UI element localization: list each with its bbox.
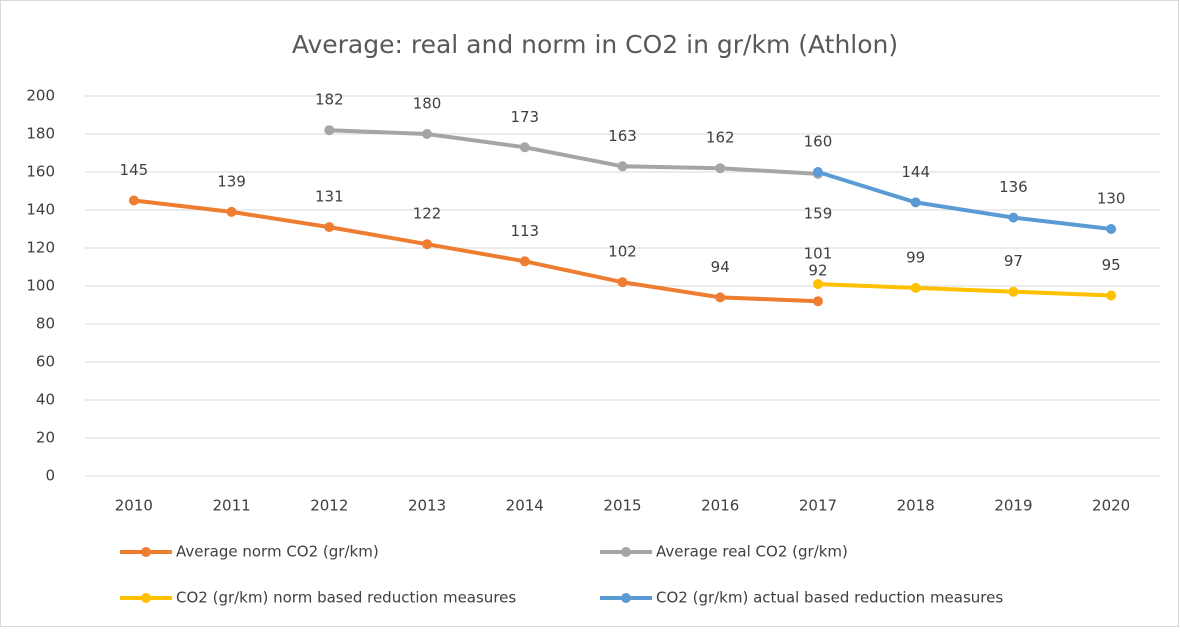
marker xyxy=(617,161,628,172)
x-tick-label: 2010 xyxy=(115,497,153,515)
data-label: 145 xyxy=(120,161,149,179)
marker xyxy=(226,206,237,217)
legend-label: CO2 (gr/km) actual based reduction measu… xyxy=(656,589,1003,607)
legend-marker xyxy=(621,547,631,557)
legend-marker xyxy=(141,593,151,603)
x-tick-label: 2016 xyxy=(701,497,739,515)
marker xyxy=(812,296,823,307)
data-label: 131 xyxy=(315,188,344,206)
marker xyxy=(617,277,628,288)
y-tick-label: 200 xyxy=(26,87,55,105)
marker xyxy=(910,197,921,208)
data-label: 122 xyxy=(413,205,442,223)
data-label: 102 xyxy=(608,243,637,261)
x-tick-label: 2017 xyxy=(799,497,837,515)
data-label: 144 xyxy=(901,163,930,181)
marker xyxy=(910,282,921,293)
legend-label: Average norm CO2 (gr/km) xyxy=(176,543,379,561)
y-tick-label: 80 xyxy=(36,315,55,333)
legend-label: Average real CO2 (gr/km) xyxy=(656,543,848,561)
x-tick-label: 2015 xyxy=(603,497,641,515)
y-tick-label: 180 xyxy=(26,125,55,143)
data-label: 159 xyxy=(804,204,833,222)
marker xyxy=(422,239,433,250)
data-label: 180 xyxy=(413,95,442,113)
data-label: 173 xyxy=(510,108,539,126)
marker xyxy=(812,279,823,290)
x-tick-label: 2020 xyxy=(1092,497,1130,515)
x-tick-label: 2019 xyxy=(994,497,1032,515)
x-tick-label: 2012 xyxy=(310,497,348,515)
series-line xyxy=(817,282,1112,298)
data-label: 94 xyxy=(711,258,730,276)
data-label: 101 xyxy=(804,245,833,263)
x-tick-label: 2013 xyxy=(408,497,446,515)
marker xyxy=(812,167,823,177)
y-tick-label: 60 xyxy=(36,353,55,371)
series-line xyxy=(817,170,1112,231)
marker xyxy=(422,129,433,139)
marker xyxy=(519,142,530,153)
legend-label: CO2 (gr/km) norm based reduction measure… xyxy=(176,589,516,607)
marker xyxy=(1106,224,1117,234)
y-tick-label: 40 xyxy=(36,391,55,409)
data-label: 95 xyxy=(1102,256,1121,274)
y-tick-label: 0 xyxy=(45,467,55,485)
marker xyxy=(715,163,726,174)
data-label: 162 xyxy=(706,129,735,147)
x-tick-label: 2011 xyxy=(212,497,250,515)
marker xyxy=(128,195,139,206)
marker xyxy=(519,256,530,267)
y-tick-label: 140 xyxy=(26,201,55,219)
y-tick-label: 20 xyxy=(36,429,55,447)
data-label: 163 xyxy=(608,127,637,145)
marker xyxy=(324,125,335,136)
marker xyxy=(1008,212,1019,223)
legend-marker xyxy=(141,547,151,557)
data-label: 182 xyxy=(315,91,344,109)
marker xyxy=(1008,286,1019,297)
data-label: 136 xyxy=(999,178,1028,196)
x-tick-label: 2014 xyxy=(506,497,544,515)
chart-title: Average: real and norm in CO2 in gr/km (… xyxy=(292,30,898,59)
data-label: 160 xyxy=(804,133,833,151)
marker xyxy=(1106,290,1117,301)
marker xyxy=(324,222,335,233)
data-label: 92 xyxy=(808,262,827,280)
series-line xyxy=(329,128,819,176)
series-line xyxy=(133,198,819,304)
data-label: 130 xyxy=(1097,190,1126,208)
x-tick-label: 2018 xyxy=(897,497,935,515)
data-label: 113 xyxy=(510,222,539,240)
legend-marker xyxy=(621,593,631,603)
data-label: 139 xyxy=(217,172,246,190)
data-label: 99 xyxy=(906,248,925,266)
y-tick-label: 120 xyxy=(26,239,55,257)
marker xyxy=(715,292,726,303)
data-label: 97 xyxy=(1004,252,1023,270)
y-tick-label: 160 xyxy=(26,163,55,181)
y-tick-label: 100 xyxy=(26,277,55,295)
